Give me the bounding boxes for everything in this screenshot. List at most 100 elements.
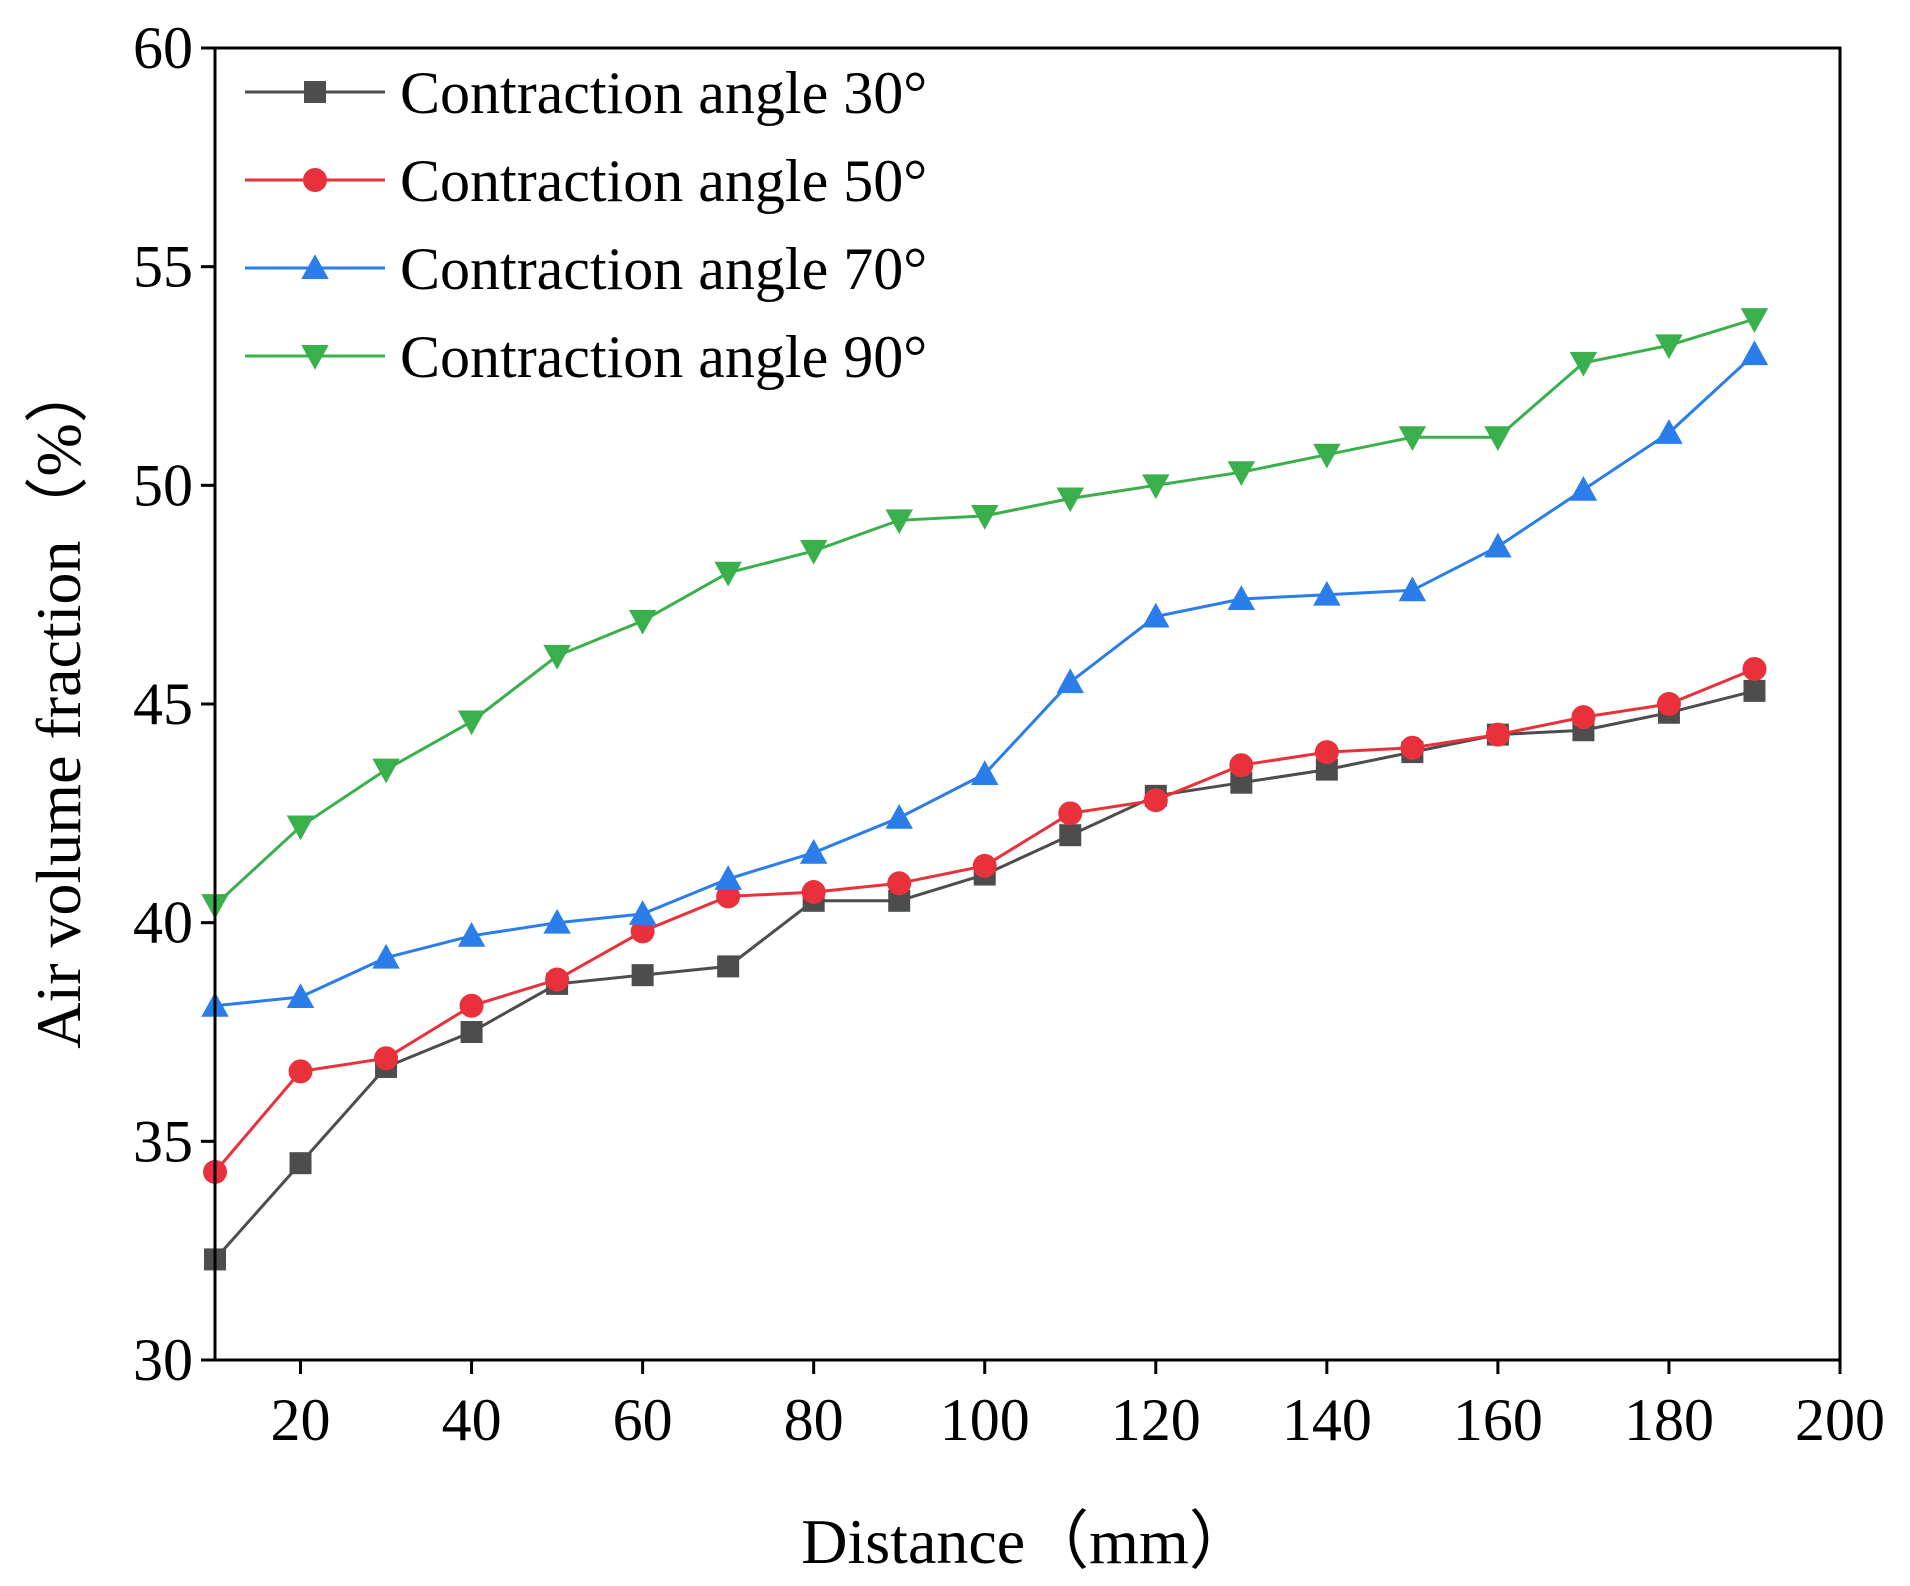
data-point: [1056, 668, 1085, 694]
data-point: [372, 758, 400, 784]
data-point: [1314, 740, 1339, 765]
data-point: [288, 1059, 313, 1084]
legend-item: Contraction angle 70°: [245, 236, 927, 302]
data-point: [1315, 758, 1338, 781]
data-point: [1742, 657, 1767, 682]
data-point: [1655, 419, 1683, 444]
ticks-layer: 20 40 60 80 100 120 140 160 180 200 30 35 40 45 50 55 60: [133, 15, 1885, 1453]
x-tick-label: 160: [1453, 1387, 1543, 1453]
data-point: [1571, 705, 1596, 730]
data-point: [1485, 722, 1510, 747]
data-point: [885, 803, 913, 829]
data-point: [799, 539, 828, 565]
data-point: [970, 760, 999, 785]
x-tick-label: 120: [1111, 1387, 1201, 1453]
data-point: [631, 964, 654, 987]
x-tick-label: 180: [1624, 1387, 1714, 1453]
data-point: [714, 561, 742, 587]
data-point: [372, 943, 400, 969]
series-4: [201, 308, 1769, 919]
data-point: [1398, 576, 1427, 602]
x-tick-label: 40: [442, 1387, 502, 1453]
legend-item: Contraction angle 50°: [245, 148, 927, 214]
data-point: [1143, 788, 1168, 813]
data-point: [1227, 585, 1256, 611]
data-point: [1569, 475, 1598, 501]
data-point: [1655, 334, 1683, 360]
legend-marker: [303, 168, 327, 192]
x-tick-label: 80: [784, 1387, 844, 1453]
data-point: [457, 710, 486, 736]
data-point: [1656, 692, 1681, 716]
legend: Contraction angle 30° Contraction angle 5…: [245, 60, 927, 390]
data-point: [460, 1021, 483, 1043]
series-3: [201, 340, 1769, 1017]
data-point: [374, 1046, 399, 1071]
y-tick-label: 30: [133, 1327, 193, 1393]
data-point: [286, 983, 315, 1009]
data-point: [1740, 308, 1769, 333]
data-point: [1398, 426, 1427, 451]
data-point: [543, 908, 571, 934]
data-point: [1313, 580, 1341, 606]
data-point: [1142, 602, 1170, 628]
data-point: [888, 889, 911, 912]
x-tick-label: 140: [1282, 1387, 1372, 1453]
data-point: [970, 504, 999, 530]
y-tick-label: 40: [133, 890, 193, 956]
legend-label: Contraction angle 30°: [400, 60, 927, 126]
x-tick-label: 100: [940, 1387, 1030, 1453]
data-point: [457, 922, 486, 947]
data-point: [1229, 753, 1254, 778]
x-tick-label: 60: [613, 1387, 673, 1453]
data-point: [1400, 735, 1425, 760]
y-tick-label: 45: [133, 671, 193, 737]
data-point: [628, 900, 657, 925]
data-point: [1142, 474, 1170, 500]
data-point: [1569, 351, 1598, 377]
data-point: [1058, 801, 1083, 826]
data-point: [289, 1152, 312, 1175]
data-point: [1484, 532, 1512, 558]
legend-item: Contraction angle 30°: [245, 60, 927, 126]
y-tick-label: 55: [133, 234, 193, 300]
legend-label: Contraction angle 70°: [400, 236, 927, 302]
y-axis-label: Air volume fraction（%）: [23, 359, 94, 1049]
data-point: [1227, 461, 1256, 486]
data-point: [459, 993, 484, 1018]
y-tick-label: 35: [133, 1108, 193, 1174]
data-point: [628, 609, 657, 635]
x-axis-label: Distance（mm）: [801, 1506, 1252, 1577]
data-point: [717, 955, 740, 978]
data-point: [1484, 426, 1512, 451]
data-point: [887, 871, 912, 896]
data-point: [1313, 443, 1341, 469]
data-point: [543, 644, 571, 670]
data-point: [714, 865, 742, 890]
legend-marker: [304, 81, 326, 103]
data-point: [1230, 771, 1253, 794]
data-point: [799, 838, 828, 864]
series-2: [203, 657, 1767, 1184]
legend-marker: [301, 345, 329, 370]
data-point: [885, 509, 913, 535]
data-point: [1056, 487, 1085, 513]
data-point: [545, 967, 570, 992]
data-point: [972, 853, 997, 878]
y-tick-label: 60: [133, 15, 193, 81]
x-tick-label: 20: [271, 1387, 331, 1453]
legend-item: Contraction angle 90°: [245, 324, 927, 390]
legend-label: Contraction angle 50°: [400, 148, 927, 214]
data-point: [286, 815, 315, 841]
y-tick-label: 50: [133, 452, 193, 518]
data-point: [1059, 824, 1082, 847]
x-tick-label: 200: [1795, 1387, 1885, 1453]
data-point: [1740, 340, 1769, 366]
data-point: [1743, 679, 1766, 702]
legend-label: Contraction angle 90°: [400, 324, 927, 390]
data-point: [716, 884, 741, 909]
data-point: [801, 880, 826, 905]
data-point: [630, 919, 655, 944]
